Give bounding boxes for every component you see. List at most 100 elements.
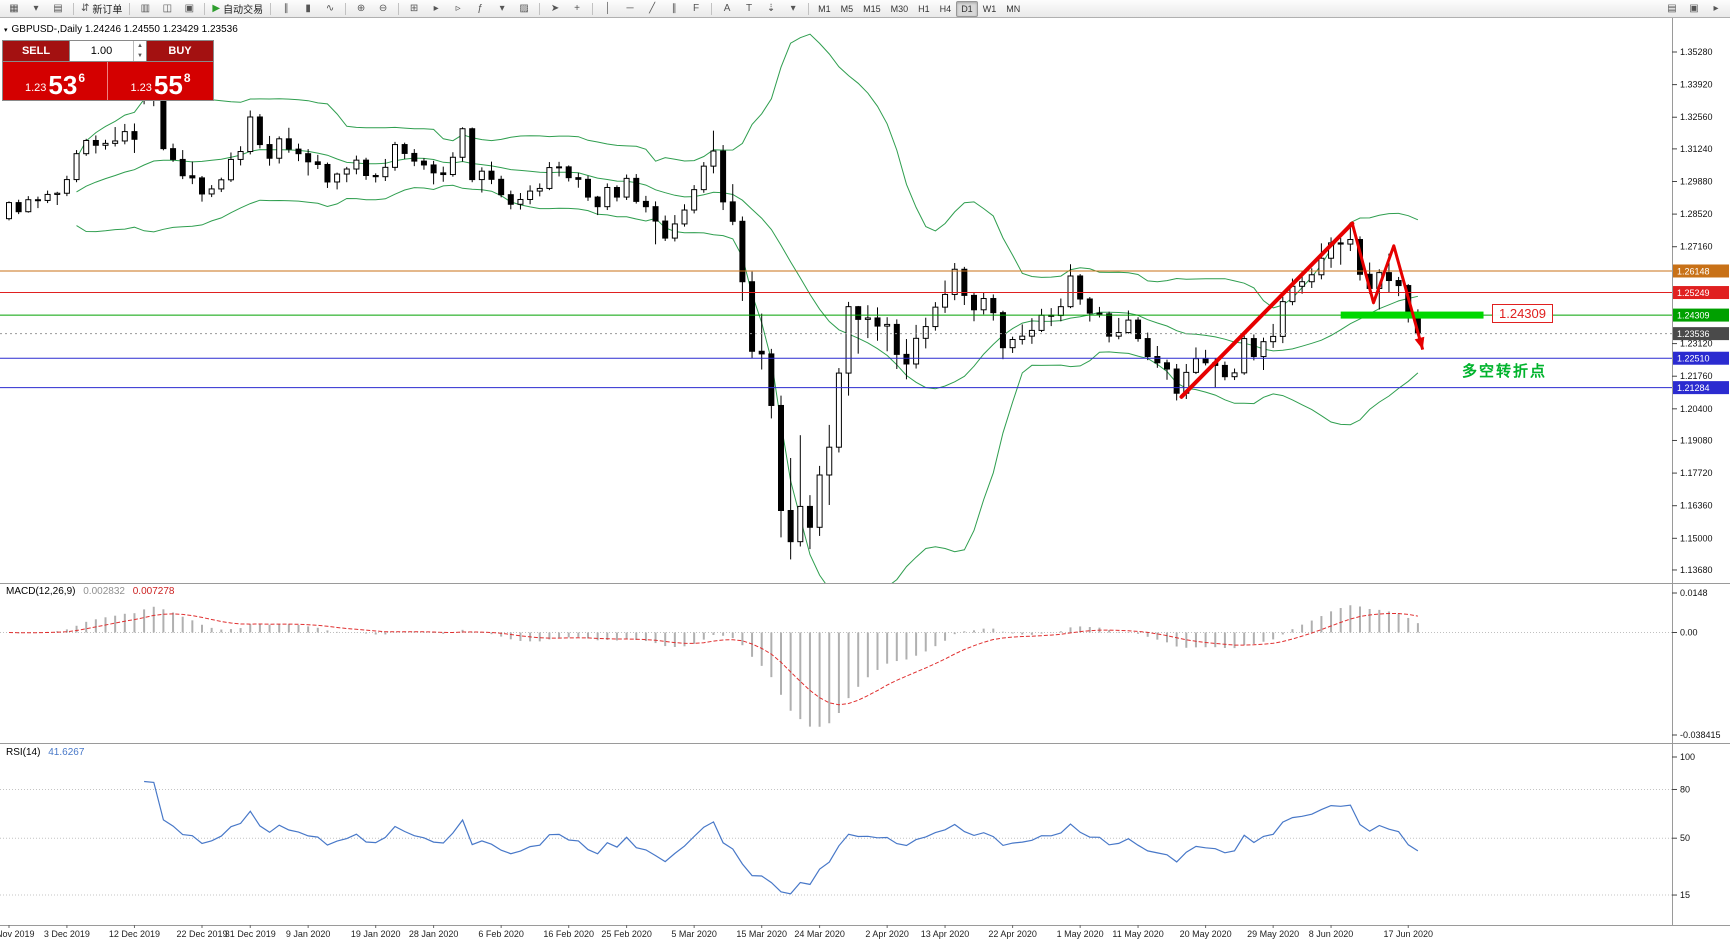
autotrading-button[interactable]: ▶ 自动交易 <box>209 0 266 17</box>
svg-text:1.33920: 1.33920 <box>1680 80 1713 90</box>
rsi-line <box>144 780 1419 895</box>
rsi-panel <box>0 780 1672 896</box>
timeframe-h4[interactable]: H4 <box>939 3 952 14</box>
buy-price-display[interactable]: 1.23 55 8 <box>108 62 213 100</box>
profiles-icon[interactable]: ▤ <box>47 0 69 17</box>
sell-button[interactable]: SELL <box>3 41 69 61</box>
buy-button[interactable]: BUY <box>147 41 213 61</box>
svg-text:1.17720: 1.17720 <box>1680 468 1713 478</box>
vertical-line-icon[interactable]: │ <box>597 0 619 17</box>
market-watch-icon[interactable]: ▥ <box>134 0 156 17</box>
trendline-icon: ╱ <box>649 2 656 14</box>
toolbar-separator <box>204 2 206 15</box>
print-icon[interactable]: ▤ <box>1661 0 1683 17</box>
svg-text:28 Jan 2020: 28 Jan 2020 <box>409 929 459 939</box>
arrow-objects-icon: ⇣ <box>766 2 776 14</box>
price-level-note[interactable]: 1.24309 <box>1492 304 1553 323</box>
impulse-trend-line[interactable] <box>1179 221 1355 399</box>
timeframe-mn[interactable]: MN <box>1006 3 1021 14</box>
fibonacci-icon[interactable]: F <box>685 0 707 17</box>
trendline-icon[interactable]: ╱ <box>641 0 663 17</box>
svg-text:1.22510: 1.22510 <box>1677 354 1710 364</box>
svg-text:1.19080: 1.19080 <box>1680 435 1713 445</box>
toolbar-separator <box>539 2 541 15</box>
crosshair-icon[interactable]: + <box>566 0 588 17</box>
timeframe-d1[interactable]: D1 <box>956 0 978 17</box>
svg-text:19 Jan 2020: 19 Jan 2020 <box>351 929 401 939</box>
timeframe-w1[interactable]: W1 <box>982 3 997 14</box>
indicators-icon[interactable]: ƒ <box>469 0 491 17</box>
indicators-icon: ƒ <box>477 2 483 14</box>
periods-dropdown-icon[interactable]: ▾ <box>491 0 513 17</box>
toolbar-group-zoom: ⊕ ⊖ <box>350 1 394 17</box>
turning-point-note[interactable]: 多空转折点 <box>1462 363 1548 380</box>
volume-value[interactable]: 1.00 <box>90 45 113 57</box>
popup-window-icon[interactable]: ▣ <box>1683 0 1705 17</box>
text-icon[interactable]: A <box>716 0 738 17</box>
toolbar-group-autotrade: ▶ 自动交易 <box>209 1 266 17</box>
new-chart-icon: ▦ <box>9 2 19 14</box>
zoom-in-icon[interactable]: ⊕ <box>350 0 372 17</box>
templates-icon[interactable]: ▨ <box>513 0 535 17</box>
price-badge-1.24309: 1.24309 <box>1673 308 1729 322</box>
bar-chart-icon[interactable]: ∥ <box>275 0 297 17</box>
tile-windows-icon[interactable]: ⊞ <box>403 0 425 17</box>
arrow-objects-icon[interactable]: ⇣ <box>760 0 782 17</box>
toolbar-separator <box>73 2 74 15</box>
sell-price-display[interactable]: 1.23 53 6 <box>3 62 108 100</box>
sell-price-sup: 6 <box>78 71 86 85</box>
volume-up-icon[interactable]: ▲ <box>137 43 143 49</box>
candlestick-chart-icon[interactable]: ▮ <box>297 0 319 17</box>
macd-name: MACD(12,26,9) <box>6 586 76 597</box>
svg-text:-0.038415: -0.038415 <box>1680 730 1721 740</box>
zigzag-arrow[interactable] <box>1350 223 1425 351</box>
horizontal-line-icon: ─ <box>626 2 634 14</box>
channel-icon[interactable]: ∥ <box>663 0 685 17</box>
svg-text:5 Mar 2020: 5 Mar 2020 <box>671 929 717 939</box>
chart-dropdown-icon[interactable]: ▾ <box>25 0 47 17</box>
text-label-icon: T <box>746 2 753 14</box>
timeframe-m1[interactable]: M1 <box>818 3 831 14</box>
timeframe-m30[interactable]: M30 <box>890 3 909 14</box>
oneclick-collapse-icon[interactable]: ▾ <box>4 26 8 34</box>
new-order-button[interactable]: ⇵ 新订单 <box>78 0 125 17</box>
timeframe-h1[interactable]: H1 <box>918 3 930 14</box>
svg-text:1.29880: 1.29880 <box>1680 176 1713 186</box>
volume-down-icon[interactable]: ▼ <box>137 53 143 59</box>
price-badge-1.25249: 1.25249 <box>1673 286 1729 300</box>
toolbar-separator <box>398 2 400 15</box>
autotrading-button-label: 自动交易 <box>223 5 264 16</box>
svg-text:13 Apr 2020: 13 Apr 2020 <box>921 929 970 939</box>
data-window-icon[interactable]: ◫ <box>156 0 178 17</box>
svg-text:1.27160: 1.27160 <box>1680 242 1713 252</box>
chart-shift-icon: ▹ <box>455 2 461 14</box>
volume-stepper[interactable]: 1.00 ▲ ▼ <box>69 41 147 61</box>
toolbar-group-panels: ▥ ◫ ▣ <box>134 1 200 17</box>
svg-text:3 Dec 2019: 3 Dec 2019 <box>44 929 90 939</box>
macd-value-signal: 0.007278 <box>132 586 175 597</box>
channel-icon: ∥ <box>671 2 677 14</box>
zoom-out-icon[interactable]: ⊖ <box>372 0 394 17</box>
more-icon[interactable]: ▸ <box>1705 0 1727 17</box>
svg-text:1 May 2020: 1 May 2020 <box>1057 929 1104 939</box>
objects-dropdown-icon[interactable]: ▾ <box>782 0 804 17</box>
svg-text:1.23536: 1.23536 <box>1677 329 1710 339</box>
terminal-icon[interactable]: ▣ <box>178 0 200 17</box>
chart-shift-icon[interactable]: ▹ <box>447 0 469 17</box>
svg-text:2 Apr 2020: 2 Apr 2020 <box>865 929 909 939</box>
svg-text:9 Jan 2020: 9 Jan 2020 <box>286 929 331 939</box>
line-chart-icon[interactable]: ∿ <box>319 0 341 17</box>
objects-dropdown-icon: ▾ <box>790 2 796 14</box>
chart-background <box>0 18 1730 940</box>
horizontal-line-icon[interactable]: ─ <box>619 0 641 17</box>
new-chart-icon[interactable]: ▦ <box>3 0 25 17</box>
timeframe-m15[interactable]: M15 <box>863 3 881 14</box>
autoscroll-icon[interactable]: ▸ <box>425 0 447 17</box>
svg-text:1.35280: 1.35280 <box>1680 47 1713 57</box>
text-label-icon[interactable]: T <box>738 0 760 17</box>
timeframe-m5[interactable]: M5 <box>840 3 854 14</box>
cursor-icon[interactable]: ➤ <box>544 0 566 17</box>
macd-panel <box>0 605 1672 727</box>
buy-price-small: 1.23 <box>130 82 152 94</box>
